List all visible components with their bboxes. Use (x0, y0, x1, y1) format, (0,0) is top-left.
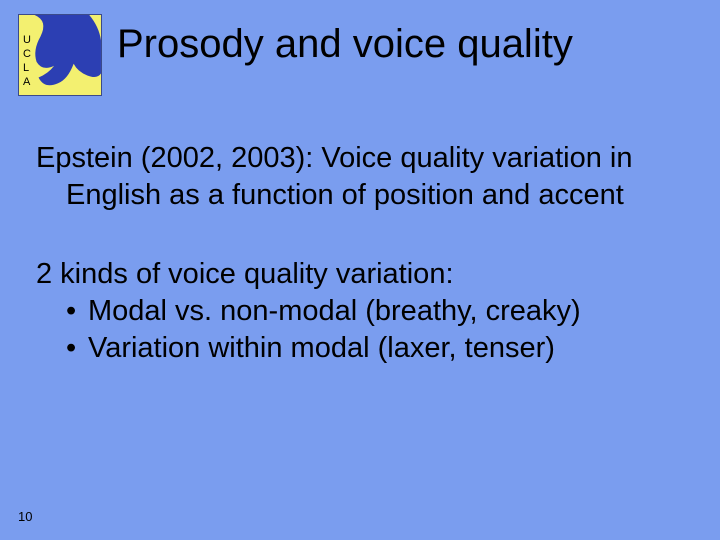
ucla-phonetics-logo: U C L A (18, 14, 102, 96)
vocal-tract-icon (19, 15, 101, 95)
bullet-text: Variation within modal (laxer, tenser) (88, 332, 555, 364)
logo-letter-a: A (23, 75, 31, 89)
bullet-item: Variation within modal (laxer, tenser) (66, 330, 684, 367)
paragraph-epstein: Epstein (2002, 2003): Voice quality vari… (36, 140, 684, 214)
bullet-list: Modal vs. non-modal (breathy, creaky) Va… (36, 293, 684, 367)
bullet-text: Modal vs. non-modal (breathy, creaky) (88, 295, 581, 327)
slide-title: Prosody and voice quality (117, 22, 573, 67)
bullet-item: Modal vs. non-modal (breathy, creaky) (66, 293, 684, 330)
subheading-kinds: 2 kinds of voice quality variation: (36, 256, 684, 293)
logo-letter-c: C (23, 47, 31, 61)
logo-letter-u: U (23, 33, 31, 47)
logo-letter-l: L (23, 61, 31, 75)
page-number: 10 (18, 509, 32, 524)
paragraph-epstein-text: Epstein (2002, 2003): Voice quality vari… (36, 140, 684, 214)
logo-letters: U C L A (23, 33, 31, 89)
slide-body: Epstein (2002, 2003): Voice quality vari… (36, 140, 684, 368)
